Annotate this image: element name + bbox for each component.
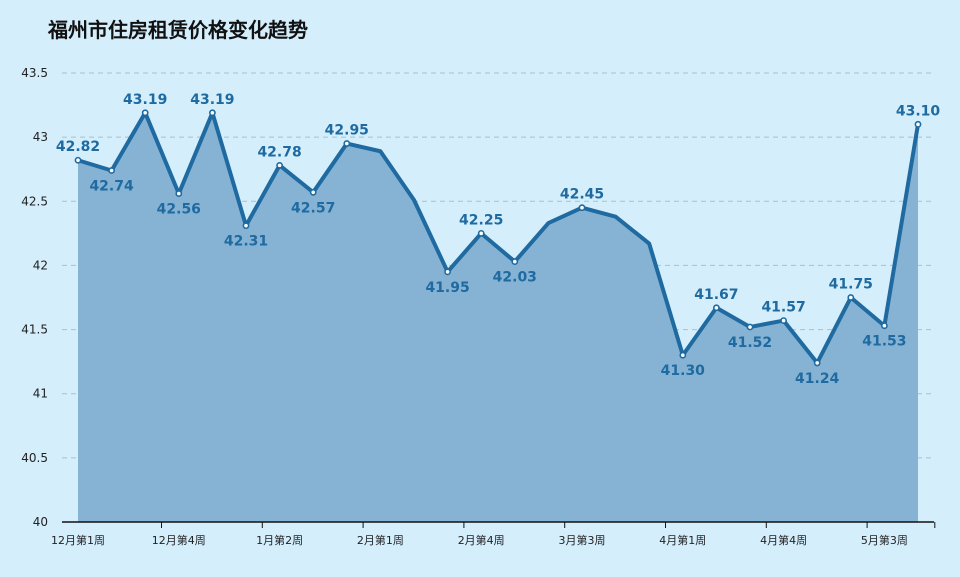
y-tick-label: 42	[33, 258, 48, 272]
data-label: 41.30	[661, 363, 706, 379]
y-tick-label: 41	[33, 387, 48, 401]
data-point	[108, 167, 115, 174]
data-label: 41.67	[694, 287, 738, 303]
y-tick-label: 41.5	[21, 323, 48, 337]
series-line	[76, 110, 920, 365]
data-point	[578, 204, 586, 212]
data-point	[141, 109, 149, 117]
data-label: 42.25	[459, 212, 503, 228]
data-point	[847, 294, 855, 301]
y-tick-label: 42.5	[21, 194, 48, 208]
data-point	[881, 322, 888, 330]
y-tick-label: 40.5	[21, 451, 48, 465]
x-tick-label: 4月第4周	[760, 533, 807, 547]
data-point	[511, 258, 519, 265]
data-label: 43.19	[190, 92, 234, 108]
x-tick-label: 5月第3周	[861, 533, 908, 547]
data-point	[175, 190, 183, 197]
data-label: 42.56	[157, 202, 201, 218]
data-point	[477, 229, 485, 237]
x-tick-label: 12月第4周	[152, 533, 206, 547]
x-tick-label: 4月第1周	[659, 533, 706, 547]
data-point	[343, 140, 351, 147]
x-tick-label: 12月第1周	[51, 533, 105, 547]
data-label: 41.75	[829, 277, 873, 293]
y-tick-label: 43.5	[21, 66, 48, 80]
x-tick-label: 1月第2周	[256, 533, 303, 547]
data-point	[679, 351, 687, 359]
y-tick-label: 40	[33, 515, 48, 529]
chart-title: 福州市住房租赁价格变化趋势	[48, 18, 308, 42]
data-point	[208, 109, 216, 117]
data-label: 42.74	[89, 178, 134, 194]
data-label: 42.82	[56, 139, 100, 155]
data-point	[309, 188, 317, 196]
data-label: 43.10	[896, 103, 941, 119]
data-point	[780, 317, 787, 324]
data-label: 41.24	[795, 371, 840, 387]
data-point	[74, 156, 82, 164]
data-label: 41.95	[425, 280, 469, 296]
data-point	[276, 161, 283, 169]
data-point	[746, 323, 754, 331]
data-point	[444, 268, 451, 276]
data-label: 42.78	[257, 144, 301, 160]
data-label: 43.19	[123, 92, 167, 108]
data-point	[914, 120, 922, 128]
data-label: 42.03	[493, 270, 537, 286]
data-point	[242, 222, 250, 230]
data-point	[713, 304, 720, 312]
area-fill	[78, 112, 918, 523]
data-label: 42.45	[560, 187, 604, 203]
data-point	[813, 359, 821, 367]
data-label: 42.31	[224, 234, 268, 250]
data-label: 41.53	[862, 334, 906, 350]
data-label: 42.95	[325, 123, 369, 139]
x-tick-label: 2月第4周	[458, 533, 505, 547]
y-tick-label: 43	[33, 130, 48, 144]
data-label: 41.52	[728, 335, 772, 351]
data-label: 42.57	[291, 200, 335, 216]
x-tick-label: 3月第3周	[559, 533, 606, 547]
x-tick-label: 2月第1周	[357, 533, 404, 547]
data-label: 41.57	[761, 300, 805, 316]
